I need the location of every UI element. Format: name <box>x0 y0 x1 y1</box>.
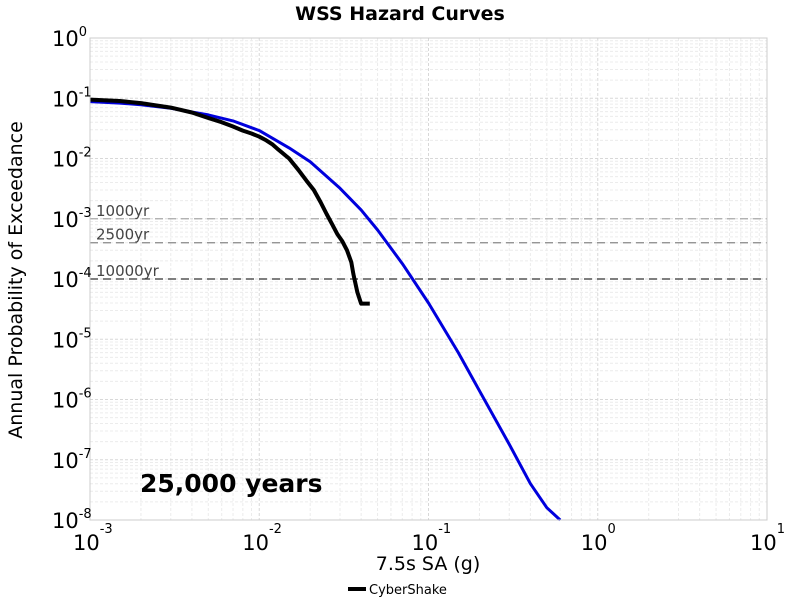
plot-border <box>89 37 768 521</box>
y-tick-labels: 100 10-1 10-2 10-3 10-4 10-5 10-6 10-7 10-8 <box>52 25 92 533</box>
reference-label-10000yr: 10000yr <box>96 262 160 280</box>
series-layer <box>89 97 562 522</box>
y-tick-label: 10-2 <box>52 146 92 172</box>
x-tick-label: 100 <box>581 522 616 555</box>
grid-lines <box>90 38 767 520</box>
reference-lines: 1000yr 2500yr 10000yr <box>90 202 767 280</box>
y-axis-label: Annual Probability of Exceedance <box>5 121 27 439</box>
x-tick-label: 10-3 <box>73 522 113 555</box>
reference-label-2500yr: 2500yr <box>96 226 150 244</box>
x-axis-label: 7.5s SA (g) <box>376 553 481 575</box>
y-tick-label: 100 <box>52 25 87 51</box>
y-tick-label: 10-4 <box>52 266 92 292</box>
chart-title: WSS Hazard Curves <box>295 3 505 25</box>
legend: CyberShake <box>348 583 447 598</box>
y-tick-label: 10-8 <box>52 507 92 533</box>
x-tick-label: 10-2 <box>242 522 282 555</box>
y-tick-label: 10-5 <box>52 326 92 352</box>
series-line-cybershake <box>89 97 371 306</box>
return-period-annotation: 25,000 years <box>140 469 323 498</box>
legend-label-cybershake: CyberShake <box>369 583 447 598</box>
x-tick-labels: 10-3 10-2 10-1 100 101 <box>73 522 785 555</box>
x-tick-label: 10-1 <box>412 522 452 555</box>
y-tick-label: 10-7 <box>52 447 92 473</box>
x-tick-label: 101 <box>750 522 785 555</box>
y-tick-label: 10-1 <box>52 85 92 111</box>
reference-label-1000yr: 1000yr <box>96 202 150 220</box>
y-tick-label: 10-6 <box>52 387 92 413</box>
y-tick-label: 10-3 <box>52 206 92 232</box>
